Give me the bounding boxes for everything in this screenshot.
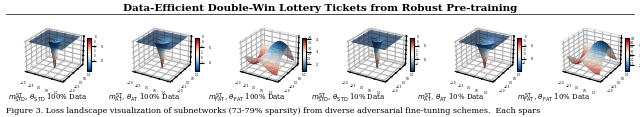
Text: $m^{\mathrm{ST}}_{\mathrm{STD}},\,\theta_{\mathrm{STD}}$ 100% Data: $m^{\mathrm{ST}}_{\mathrm{STD}},\,\theta… bbox=[8, 91, 88, 105]
Text: $m^{\mathrm{ST}}_{\mathrm{FAT}},\,\theta_{\mathrm{FAT}}$ 10% Data: $m^{\mathrm{ST}}_{\mathrm{FAT}},\,\theta… bbox=[517, 91, 590, 105]
Text: Data-Efficient Double-Win Lottery Tickets from Robust Pre-training: Data-Efficient Double-Win Lottery Ticket… bbox=[123, 4, 517, 13]
Text: $m^{\mathrm{ST}}_{\mathrm{AT}},\,\theta_{\mathrm{AT}}$ 10% Data: $m^{\mathrm{ST}}_{\mathrm{AT}},\,\theta_… bbox=[417, 91, 485, 105]
Text: $m^{\mathrm{ST}}_{\mathrm{FAT}},\,\theta_{\mathrm{FAT}}$ 100% Data: $m^{\mathrm{ST}}_{\mathrm{FAT}},\,\theta… bbox=[207, 91, 285, 105]
Text: $m^{\mathrm{ST}}_{\mathrm{AT}},\,\theta_{\mathrm{AT}}$ 100% Data: $m^{\mathrm{ST}}_{\mathrm{AT}},\,\theta_… bbox=[108, 91, 180, 105]
Text: Figure 3. Loss landscape visualization of subnetworks (73-79% sparsity) from div: Figure 3. Loss landscape visualization o… bbox=[6, 107, 541, 115]
Text: $m^{\mathrm{ST}}_{\mathrm{STD}},\,\theta_{\mathrm{STD}}$ 10% Data: $m^{\mathrm{ST}}_{\mathrm{STD}},\,\theta… bbox=[312, 91, 386, 105]
